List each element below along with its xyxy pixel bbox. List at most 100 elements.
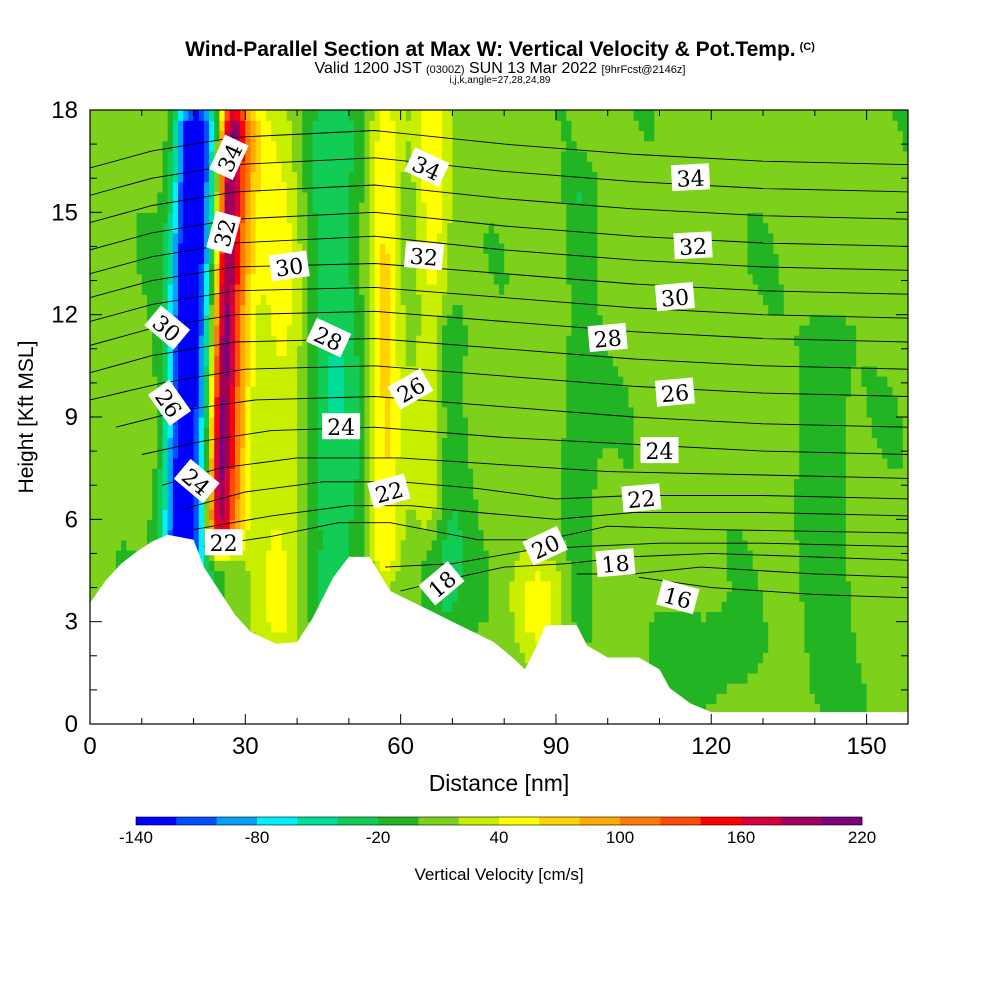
w-cell (514, 294, 521, 306)
w-cell (483, 570, 490, 582)
w-cell (302, 417, 309, 428)
w-cell (297, 212, 303, 224)
w-cell (447, 232, 454, 244)
w-cell (421, 529, 428, 541)
w-cell (328, 376, 334, 387)
w-cell (333, 150, 340, 162)
w-cell (379, 253, 386, 265)
w-cell (245, 202, 252, 213)
w-cell (188, 304, 195, 316)
w-cell (483, 304, 490, 316)
w-cell (462, 202, 469, 213)
w-cell (188, 243, 195, 254)
w-cell (178, 519, 184, 531)
w-cell (245, 191, 252, 203)
w-cell (343, 365, 350, 377)
w-cell (364, 273, 371, 285)
w-cell (240, 417, 246, 428)
w-cell (395, 417, 402, 428)
w-cell (90, 406, 96, 418)
w-cell (333, 519, 340, 531)
w-cell (452, 263, 459, 275)
w-cell (307, 314, 314, 326)
w-cell (245, 335, 252, 346)
w-cell (245, 355, 252, 367)
w-cell (467, 570, 474, 582)
w-cell (291, 345, 298, 357)
w-cell (488, 386, 495, 398)
w-cell (354, 140, 360, 152)
w-cell (100, 253, 107, 265)
w-cell (188, 161, 195, 172)
w-cell (338, 519, 345, 531)
w-cell (219, 478, 226, 490)
w-cell (240, 580, 246, 592)
w-cell (379, 468, 386, 479)
w-cell (198, 509, 205, 520)
w-cell (488, 335, 495, 346)
w-cell (328, 304, 334, 316)
w-cell (131, 253, 138, 265)
w-cell (421, 550, 428, 561)
w-cell (234, 253, 241, 265)
w-cell (442, 478, 448, 490)
w-cell (390, 539, 397, 551)
w-cell (322, 253, 329, 265)
w-cell (385, 191, 391, 203)
w-cell (390, 365, 397, 377)
w-cell (426, 488, 433, 500)
w-cell (322, 202, 329, 213)
w-cell (229, 417, 236, 428)
w-cell (385, 140, 391, 152)
w-cell (410, 529, 417, 541)
w-cell (374, 202, 381, 213)
w-cell (100, 457, 107, 469)
w-cell (514, 611, 521, 623)
w-cell (499, 621, 505, 633)
w-cell (260, 161, 267, 172)
w-cell (374, 314, 381, 326)
w-cell (162, 273, 169, 285)
w-cell (462, 212, 469, 224)
w-cell (504, 110, 510, 121)
w-cell (473, 232, 479, 244)
w-cell (255, 365, 262, 377)
w-cell (297, 529, 303, 541)
w-cell (364, 161, 371, 172)
w-cell (452, 110, 459, 121)
w-cell (183, 130, 189, 142)
w-cell (473, 273, 479, 285)
w-cell (95, 417, 101, 428)
w-cell (121, 457, 127, 469)
w-cell (436, 130, 443, 142)
w-cell (250, 509, 257, 520)
w-cell (328, 222, 334, 234)
w-cell (209, 365, 215, 377)
w-cell (255, 232, 262, 244)
w-cell (209, 519, 215, 531)
w-cell (229, 273, 236, 285)
w-cell (499, 212, 505, 224)
w-cell (209, 191, 215, 203)
w-cell (442, 283, 448, 295)
w-cell (379, 161, 386, 172)
w-cell (385, 355, 391, 367)
w-cell (291, 539, 298, 551)
w-cell (146, 181, 153, 193)
w-cell (317, 232, 324, 244)
w-cell (359, 191, 365, 203)
w-cell (302, 427, 309, 439)
w-cell (281, 314, 288, 326)
w-cell (416, 294, 422, 306)
w-cell (478, 253, 485, 265)
w-cell (245, 365, 252, 377)
w-cell (312, 427, 319, 439)
w-cell (499, 222, 505, 234)
w-cell (172, 191, 179, 203)
w-cell (410, 140, 417, 152)
w-cell (431, 304, 438, 316)
w-cell (395, 498, 402, 510)
w-cell (302, 191, 309, 203)
w-cell (431, 283, 438, 295)
w-cell (234, 498, 241, 510)
